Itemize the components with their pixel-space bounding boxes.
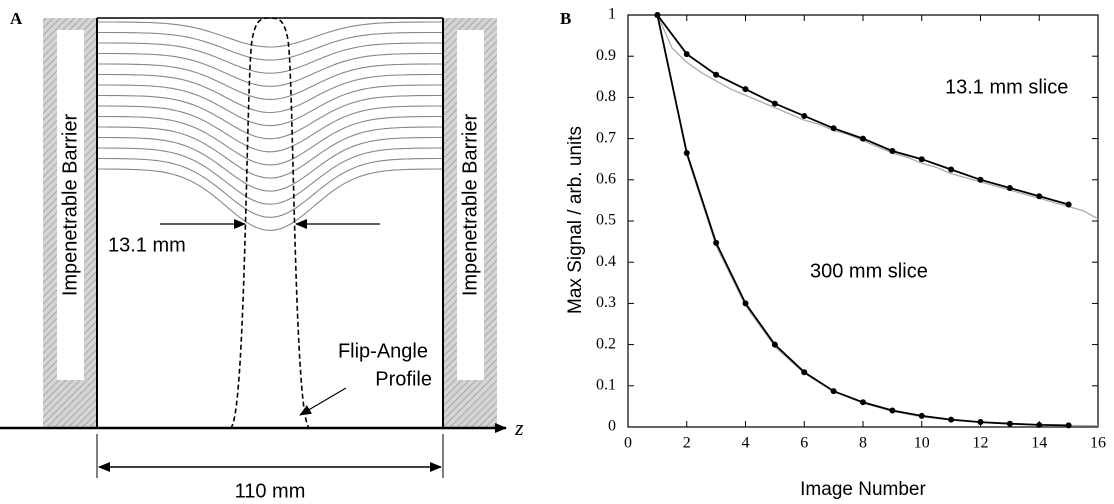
- x-tick-label: 10: [914, 435, 930, 452]
- x-tick-label: 14: [1031, 435, 1047, 452]
- signal-curve: [97, 84, 442, 127]
- data-point: [683, 51, 690, 58]
- plot-frame: [627, 14, 1099, 428]
- profile-label: Profile: [375, 368, 432, 390]
- data-point: [771, 100, 778, 107]
- y-tick-label: 0.6: [596, 170, 616, 187]
- y-tick-label: 0.1: [596, 376, 616, 393]
- x-tick-label: 6: [800, 435, 808, 452]
- data-point: [948, 416, 955, 423]
- data-point: [683, 150, 690, 157]
- axis-label: z: [514, 415, 524, 440]
- barrier-label: Impenetrable Barrier: [459, 114, 481, 297]
- signal-curves: [97, 21, 442, 231]
- signal-curve: [97, 94, 442, 140]
- signal-curve: [97, 73, 442, 114]
- data-point: [1006, 420, 1013, 427]
- data-point: [860, 399, 866, 406]
- x-tick-label: 16: [1090, 435, 1106, 452]
- data-point: [830, 125, 837, 132]
- data-point: [1065, 422, 1072, 429]
- y-tick-label: 1: [608, 6, 616, 23]
- y-tick-label: 0: [608, 418, 616, 435]
- panel-label: B: [560, 9, 571, 28]
- y-tick-label: 0.8: [596, 88, 616, 105]
- signal-curve: [97, 168, 442, 231]
- annotation: 300 mm slice: [810, 260, 928, 282]
- arrow: [299, 387, 347, 416]
- x-tick-label: 2: [683, 435, 691, 452]
- signal-curve: [97, 21, 442, 48]
- span-label: 110 mm: [235, 480, 306, 502]
- data-point: [771, 341, 778, 348]
- signal-curve: [97, 157, 442, 218]
- panel-b: B Image Number Max Signal / arb. units 1…: [560, 6, 1106, 500]
- signal-curve: [97, 115, 442, 166]
- signal-curve: [97, 147, 442, 205]
- data-point: [918, 156, 925, 163]
- data-point: [801, 112, 808, 119]
- data-point: [713, 71, 720, 78]
- y-tick-label: 0.5: [596, 212, 616, 229]
- data-point: [977, 419, 984, 426]
- y-axis-label: Max Signal / arb. units: [565, 126, 586, 314]
- data-point: [742, 300, 749, 307]
- panel-label: A: [10, 9, 23, 28]
- data-point: [830, 388, 837, 395]
- data-point: [742, 86, 749, 93]
- data-point: [918, 412, 925, 419]
- barrier-label-box: [57, 30, 84, 380]
- data-point: [948, 166, 955, 173]
- signal-curve: [97, 31, 442, 61]
- data-point: [1065, 201, 1072, 208]
- series-line: [656, 14, 1069, 206]
- data-point: [801, 369, 808, 376]
- data-point: [1036, 421, 1043, 428]
- signal-curve: [97, 136, 442, 192]
- y-tick-label: 0.9: [596, 47, 616, 64]
- data-point: [860, 135, 866, 142]
- x-axis-label: Image Number: [800, 479, 926, 500]
- width-label: 13.1 mm: [108, 234, 186, 256]
- x-tick-label: 0: [624, 435, 632, 452]
- signal-curve: [97, 52, 442, 87]
- barrier-label-box: [457, 30, 484, 380]
- data-point: [889, 147, 896, 154]
- data-point: [1006, 185, 1013, 192]
- barrier-label: Impenetrable Barrier: [59, 114, 81, 297]
- signal-curve: [97, 126, 442, 179]
- data-point: [889, 407, 896, 414]
- annotation: 13.1 mm slice: [945, 76, 1068, 98]
- data-point: [713, 239, 720, 246]
- x-tick-label: 8: [859, 435, 867, 452]
- y-tick-label: 0.4: [596, 253, 616, 270]
- signal-curve: [97, 42, 442, 74]
- signal-curve: [97, 63, 442, 100]
- panel-a: A Impenetrable Barrier Impenetrable Barr…: [0, 9, 524, 502]
- y-tick-label: 0.7: [596, 129, 616, 146]
- x-tick-label: 4: [742, 435, 750, 452]
- y-tick-label: 0.3: [596, 294, 616, 311]
- y-tick-label: 0.2: [596, 335, 616, 352]
- data-point: [654, 12, 661, 18]
- data-point: [1036, 193, 1043, 200]
- flip-angle-profile: [229, 17, 311, 429]
- series-line: [656, 14, 1099, 220]
- profile-label: Flip-Angle: [338, 340, 428, 362]
- x-tick-label: 12: [973, 435, 989, 452]
- data-point: [977, 176, 984, 183]
- signal-curve: [97, 105, 442, 153]
